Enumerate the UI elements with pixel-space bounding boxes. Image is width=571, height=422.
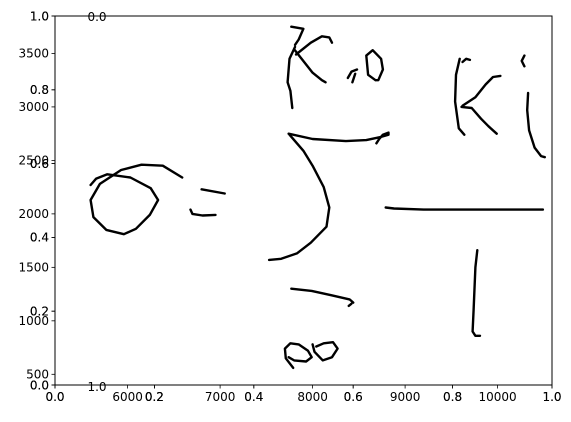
stroke-12 — [290, 287, 355, 304]
axes2-ytick-1-label: 0.2 — [30, 305, 49, 319]
stroke-21 — [461, 74, 502, 108]
stroke-9 — [365, 49, 385, 82]
stroke-17 — [471, 248, 482, 337]
axes1-ytick-1-label: 0.2 — [30, 305, 49, 319]
stroke-22 — [520, 54, 526, 68]
axes1-xtick-3-label: 0.6 — [344, 390, 363, 404]
stroke-3 — [286, 45, 297, 110]
axes1-xtick-5-label: 1.0 — [542, 390, 561, 404]
axes1-xtick-2-label: 0.4 — [244, 390, 263, 404]
stroke-5 — [292, 48, 327, 84]
axes0-xtick-1-label: 7000 — [205, 390, 236, 404]
axes1-xtick-1-label: 0.2 — [145, 390, 164, 404]
stroke-20 — [460, 105, 498, 135]
stroke-15 — [311, 341, 339, 362]
stroke-6 — [294, 35, 334, 56]
overlay-bottom-label: 1.0 — [87, 380, 106, 394]
ticks: 6000 7000 8000 9000 10000 500 1000 1500 2000 2500… — [18, 9, 561, 404]
plot-area — [55, 16, 552, 385]
stroke-19 — [461, 57, 472, 64]
axes1-xtick-4-label: 0.8 — [443, 390, 462, 404]
axes2-xtick-2-label: 0.4 — [244, 390, 263, 404]
overlay-top-label: 0.0 — [87, 10, 106, 24]
axes2-xtick-1-label: 0.2 — [145, 390, 164, 404]
stroke-1 — [200, 188, 226, 195]
axes0-xtick-3-label: 9000 — [390, 390, 421, 404]
axes0-ytick-5-label: 3000 — [18, 100, 49, 114]
stroke-8 — [351, 72, 357, 84]
strokes — [89, 25, 546, 370]
stroke-16 — [384, 206, 545, 211]
stroke-2 — [189, 208, 217, 217]
stroke-7 — [346, 68, 359, 80]
axes0-ytick-2-label: 1500 — [18, 261, 49, 275]
stroke-10 — [287, 131, 390, 145]
axes2-ytick-5-label: 1.0 — [30, 9, 49, 23]
axes2-ytick-0-label: 0.0 — [30, 378, 49, 392]
axes0-ytick-1-label: 1000 — [18, 314, 49, 328]
axes2-xtick-5-label: 1.0 — [542, 390, 561, 404]
axes2-xtick-0-label: 0.0 — [45, 390, 64, 404]
axes2-ytick-4-label: 0.8 — [30, 83, 49, 97]
axes0-xtick-4-label: 10000 — [479, 390, 517, 404]
axes1-ytick-3-label: 0.6 — [30, 157, 49, 171]
stroke-18 — [453, 57, 466, 136]
plot-frame — [54, 15, 553, 386]
stroke-0 — [89, 163, 184, 236]
stroke-11 — [267, 133, 331, 262]
axes0-ytick-3-label: 2000 — [18, 207, 49, 221]
axes2-xtick-3-label: 0.6 — [344, 390, 363, 404]
axes1-ytick-2-label: 0.4 — [30, 231, 49, 245]
axes0-xtick-2-label: 8000 — [297, 390, 328, 404]
axes2-ytick-2-label: 0.4 — [30, 231, 49, 245]
axes0-ytick-0-label: 500 — [26, 368, 49, 382]
axes0-ytick-6-label: 3500 — [18, 47, 49, 61]
axes2-ytick-3-label: 0.6 — [30, 157, 49, 171]
axes2-xtick-4-label: 0.8 — [443, 390, 462, 404]
stroke-23 — [526, 91, 546, 159]
axes1-xtick-0-label: 0.0 — [45, 390, 64, 404]
axes1-ytick-5-label: 1.0 — [30, 9, 49, 23]
stroke-4 — [290, 25, 305, 47]
axes3-xtick-label: 0.2 — [145, 390, 164, 404]
axes1-ytick-4-label: 0.8 — [30, 83, 49, 97]
axes1-ytick-0-label: 0.0 — [30, 378, 49, 392]
stroke-14 — [283, 342, 313, 370]
axes0-xtick-0-label: 6000 — [112, 390, 143, 404]
axes0-ytick-4-label: 2500 — [18, 154, 49, 168]
stroke-13 — [347, 302, 353, 308]
